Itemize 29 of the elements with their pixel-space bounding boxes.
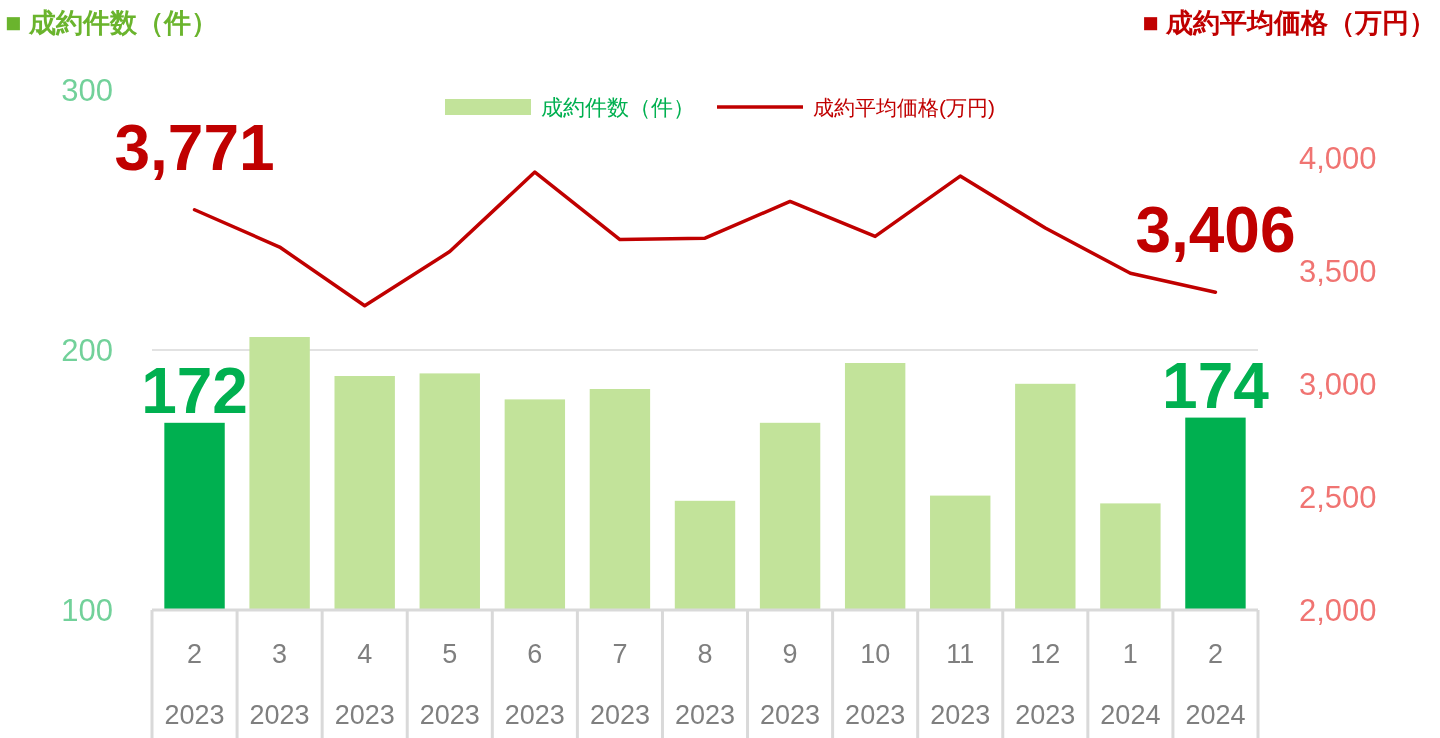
data-label: 3,406 [1135,194,1296,267]
x-tick-label: 10 2023 [845,639,906,730]
legend-label: 成約平均価格(万円) [813,95,995,119]
y-tick-label: 200 [61,332,113,368]
data-label: 3,771 [114,111,275,184]
y2-tick-label: 3,500 [1299,253,1377,289]
x-tick-label: 11 2023 [930,639,991,730]
x-tick-label: 6 2023 [504,639,565,730]
data-label: 172 [141,354,248,427]
y2-tick-label: 2,000 [1299,592,1377,628]
y2-tick-label: 3,000 [1299,366,1377,402]
legend-label: 成約件数（件） [541,94,695,120]
y-tick-label: 100 [61,592,113,628]
x-tick-label: 1 2024 [1100,639,1161,730]
data-label: 174 [1162,349,1270,422]
y2-tick-label: 4,000 [1299,140,1377,176]
x-tick-label: 5 2023 [419,639,480,730]
x-tick-label: 9 2023 [760,639,821,730]
x-tick-label: 2 2023 [164,639,225,730]
y2-tick-label: 2,500 [1299,479,1377,515]
x-tick-label: 12 2023 [1015,639,1076,730]
x-tick-label: 8 2023 [674,639,736,730]
y2-axis-title: ■ 成約平均価格（万円） [1142,8,1436,38]
y-tick-label: 300 [61,72,113,108]
x-tick-label: 3 2023 [249,639,310,730]
x-tick-label: 4 2023 [334,639,395,730]
x-tick-label: 7 2023 [589,639,650,730]
y-axis-title: ■ 成約件数（件） [5,8,218,38]
x-tick-label: 2 2024 [1185,639,1246,730]
